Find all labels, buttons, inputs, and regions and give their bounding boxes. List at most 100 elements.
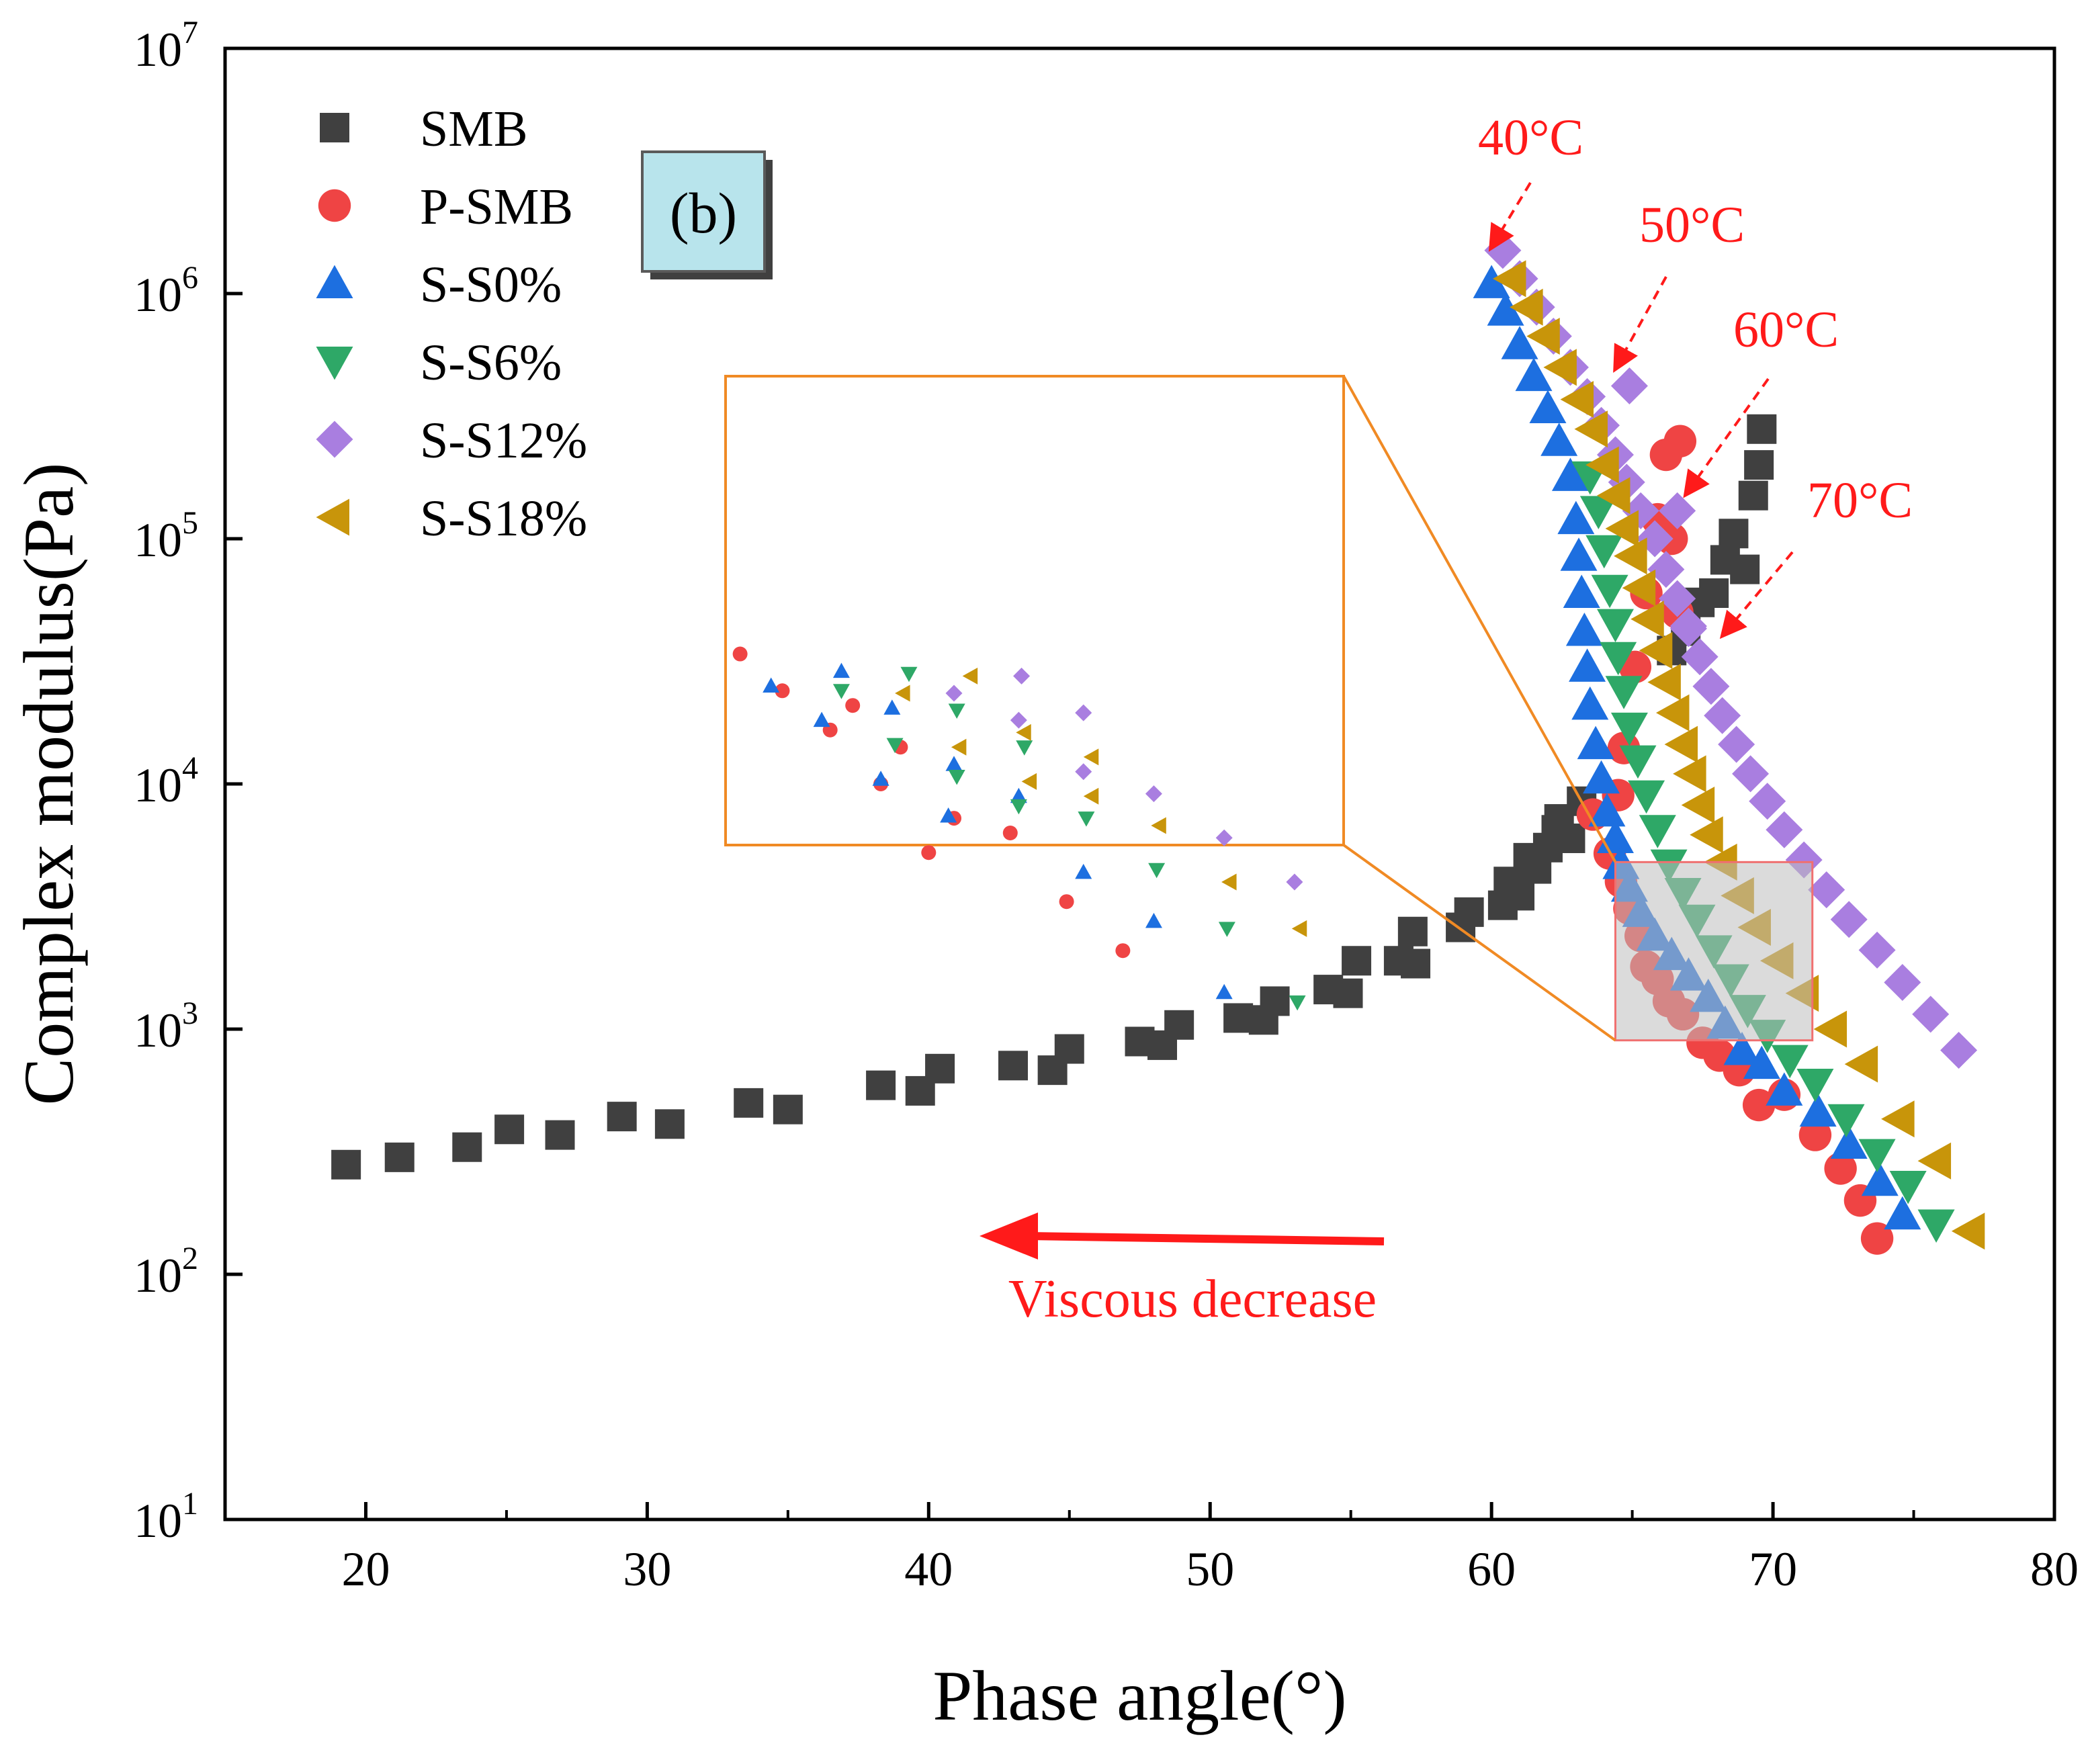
inset-marker-p-smb: [921, 845, 937, 861]
inset-connector-line: [1342, 844, 1616, 1042]
y-tick-base: 10: [134, 268, 182, 322]
marker-s-s18: [1681, 786, 1715, 824]
inset-marker-s-s12: [1145, 785, 1162, 803]
inset-marker-s-s6: [832, 684, 850, 699]
y-tick-exponent: 6: [182, 260, 198, 296]
inset-marker-s-s12: [1286, 873, 1303, 891]
y-tick-exponent: 5: [182, 505, 198, 541]
x-tick-label: 70: [1749, 1542, 1797, 1596]
y-tick-base: 10: [134, 513, 182, 567]
legend-marker: [316, 347, 353, 380]
marker-s-s18: [1574, 410, 1608, 448]
legend-label: P-SMB: [420, 179, 573, 235]
inset-marker-s-s0: [945, 756, 963, 771]
marker-s-s12: [1692, 668, 1730, 705]
inset-marker-s-s0: [1145, 912, 1162, 928]
marker-smb: [1555, 823, 1585, 853]
panel-label: (b): [670, 181, 737, 245]
marker-p-smb: [1798, 1118, 1832, 1151]
inset-marker-s-s18: [951, 738, 967, 756]
marker-smb: [607, 1102, 637, 1132]
marker-s-s6: [1858, 1139, 1896, 1173]
inset-marker-s-s0: [832, 662, 850, 678]
temperature-label: 50°C: [1639, 197, 1745, 253]
marker-s-s6: [1610, 712, 1648, 746]
marker-s-s18: [1614, 537, 1647, 575]
inset-marker-p-smb: [732, 646, 748, 662]
marker-s-s18: [1526, 317, 1560, 355]
marker-smb: [1454, 897, 1484, 927]
marker-s-s0: [1884, 1196, 1921, 1230]
marker-s-s6: [1628, 780, 1665, 814]
marker-s-s6: [1771, 1045, 1809, 1079]
inset-marker-s-s12: [1075, 763, 1092, 781]
marker-s-s0: [1540, 423, 1578, 456]
marker-smb: [1333, 978, 1363, 1008]
marker-s-s6: [1591, 574, 1628, 609]
inset-marker-s-s12: [1010, 711, 1027, 729]
marker-s-s18: [1951, 1212, 1985, 1250]
legend-label: S-S18%: [420, 490, 587, 547]
inset-marker-s-s12: [1215, 829, 1233, 846]
inset-marker-p-smb: [1115, 943, 1131, 959]
inset-frame: [724, 375, 1345, 846]
marker-smb: [384, 1142, 415, 1172]
inset-marker-p-smb: [775, 683, 790, 699]
marker-s-s0: [1743, 1045, 1780, 1079]
marker-s-s18: [1605, 510, 1639, 547]
marker-smb: [1223, 1003, 1254, 1033]
marker-s-s6: [1579, 496, 1617, 529]
marker-s-s18: [1881, 1100, 1915, 1138]
inset-marker-s-s18: [962, 667, 978, 685]
marker-s-s12: [1647, 551, 1685, 588]
legend-marker: [316, 421, 353, 458]
marker-s-s0: [1588, 793, 1626, 827]
marker-s-s12: [1858, 931, 1896, 969]
legend-marker: [316, 265, 353, 298]
temperature-label: 40°C: [1478, 109, 1583, 166]
marker-p-smb: [1860, 1222, 1894, 1255]
marker-s-s12: [1749, 783, 1786, 820]
y-tick-label: 106: [134, 260, 198, 322]
inset-marker-s-s6: [948, 703, 965, 719]
y-tick-base: 10: [134, 23, 182, 77]
annotations: 40°C 50°C 60°C 70°C Viscous decrease: [980, 109, 1913, 1329]
marker-smb: [654, 1109, 685, 1139]
marker-smb: [545, 1120, 575, 1150]
y-tick-exponent: 2: [182, 1241, 198, 1276]
inset-marker-s-s18: [1021, 773, 1037, 790]
marker-s-s12: [1732, 755, 1770, 793]
y-tick-base: 10: [134, 1004, 182, 1057]
y-tick-base: 10: [134, 1249, 182, 1303]
inset-marker-s-s6: [1078, 811, 1095, 827]
x-tick-label: 20: [341, 1542, 390, 1596]
marker-smb: [866, 1070, 896, 1100]
marker-s-s12: [1766, 811, 1803, 848]
marker-s-s12: [1884, 964, 1921, 1002]
marker-s-s18: [1639, 631, 1673, 669]
marker-s-s0: [1569, 648, 1606, 682]
marker-s-s18: [1673, 755, 1706, 793]
marker-s-s0: [1529, 390, 1567, 424]
marker-s-s6: [1639, 815, 1676, 848]
inset-marker-s-s18: [1291, 920, 1307, 937]
marker-smb: [1505, 881, 1535, 911]
marker-smb: [1401, 949, 1431, 979]
marker-s-s12: [1912, 996, 1950, 1033]
marker-smb: [1260, 986, 1290, 1016]
marker-s-s18: [1585, 446, 1619, 484]
marker-s-s0: [1557, 500, 1595, 535]
marker-smb: [452, 1132, 482, 1162]
marker-smb: [1738, 480, 1768, 511]
marker-smb: [494, 1114, 525, 1145]
marker-smb: [1747, 414, 1777, 444]
marker-s-s6: [1585, 535, 1623, 569]
marker-s-s0: [1563, 574, 1600, 608]
temperature-arrow: [1488, 181, 1532, 252]
marker-s-s12: [1704, 697, 1741, 734]
marker-s-s0: [1799, 1093, 1837, 1127]
legend-label: S-S0%: [420, 257, 562, 313]
inset-marker-p-smb: [1002, 826, 1018, 840]
legend-label: S-S6%: [420, 335, 562, 391]
y-tick-exponent: 4: [182, 750, 198, 786]
